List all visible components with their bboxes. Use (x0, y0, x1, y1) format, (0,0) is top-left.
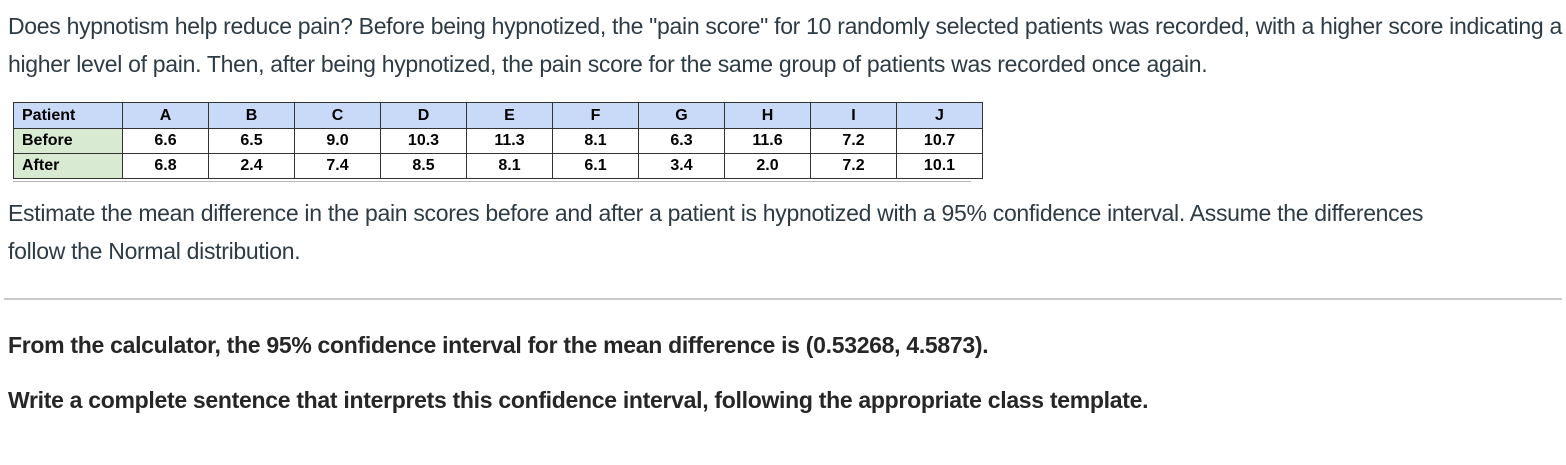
pain-score-table: Patient A B C D E F G H I J Before 6.6 6… (13, 102, 983, 179)
after-cell: 8.1 (466, 153, 553, 179)
after-row: After 6.8 2.4 7.4 8.5 8.1 6.1 3.4 2.0 7.… (13, 153, 983, 179)
before-cell: 9.0 (294, 128, 381, 154)
before-cell: 6.5 (208, 128, 295, 154)
patient-header-cell: E (466, 102, 553, 129)
question-intro-paragraph: Does hypnotism help reduce pain? Before … (8, 13, 1562, 77)
after-cell: 8.5 (380, 153, 467, 179)
before-row: Before 6.6 6.5 9.0 10.3 11.3 8.1 6.3 11.… (13, 128, 983, 154)
before-cell: 8.1 (552, 128, 639, 154)
question-prompt-paragraph: Estimate the mean difference in the pain… (8, 200, 1424, 264)
patient-header-cell: A (122, 102, 209, 129)
after-cell: 7.2 (810, 153, 897, 179)
patient-header-cell: G (638, 102, 725, 129)
before-cell: 6.6 (122, 128, 209, 154)
before-cell: 10.7 (896, 128, 983, 154)
table-gridline-remnant (13, 181, 971, 182)
interpretation-task-statement: Write a complete sentence that interpret… (8, 387, 1149, 413)
before-cell: 11.6 (724, 128, 811, 154)
patient-header-cell: C (294, 102, 381, 129)
patient-header-cell: B (208, 102, 295, 129)
after-cell: 6.8 (122, 153, 209, 179)
before-cell: 6.3 (638, 128, 725, 154)
before-cell: 11.3 (466, 128, 553, 154)
section-divider (4, 298, 1562, 300)
before-cell: 7.2 (810, 128, 897, 154)
after-row-label: After (13, 153, 123, 179)
table-header-row: Patient A B C D E F G H I J (13, 102, 983, 129)
after-cell: 2.0 (724, 153, 811, 179)
before-cell: 10.3 (380, 128, 467, 154)
after-cell: 7.4 (294, 153, 381, 179)
corner-header-cell: Patient (13, 102, 123, 129)
after-cell: 2.4 (208, 153, 295, 179)
patient-header-cell: F (552, 102, 639, 129)
after-cell: 3.4 (638, 153, 725, 179)
after-cell: 6.1 (552, 153, 639, 179)
patient-header-cell: J (896, 102, 983, 129)
patient-header-cell: D (380, 102, 467, 129)
patient-header-cell: I (810, 102, 897, 129)
before-row-label: Before (13, 128, 123, 154)
after-cell: 10.1 (896, 153, 983, 179)
confidence-interval-statement: From the calculator, the 95% confidence … (8, 332, 989, 358)
patient-header-cell: H (724, 102, 811, 129)
